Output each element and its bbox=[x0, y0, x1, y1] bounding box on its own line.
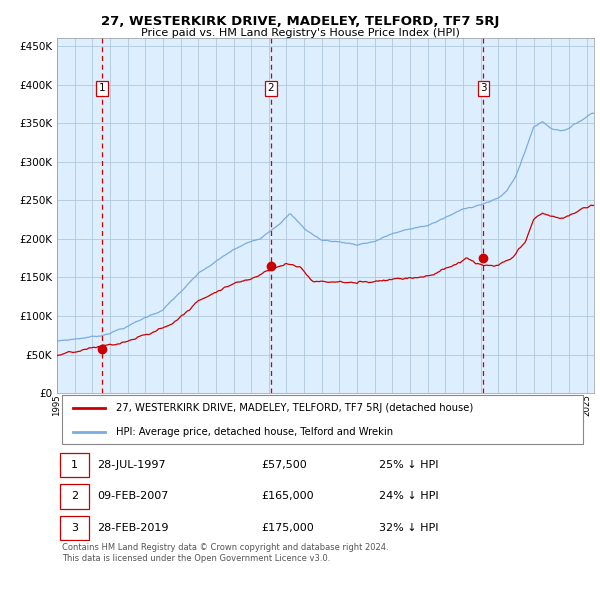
Text: 3: 3 bbox=[480, 83, 487, 93]
Text: £57,500: £57,500 bbox=[261, 460, 307, 470]
Text: £175,000: £175,000 bbox=[261, 523, 314, 533]
Text: 32% ↓ HPI: 32% ↓ HPI bbox=[379, 523, 439, 533]
Text: Price paid vs. HM Land Registry's House Price Index (HPI): Price paid vs. HM Land Registry's House … bbox=[140, 28, 460, 38]
FancyBboxPatch shape bbox=[59, 453, 89, 477]
Text: 2: 2 bbox=[268, 83, 274, 93]
Text: 28-FEB-2019: 28-FEB-2019 bbox=[97, 523, 169, 533]
Text: 28-JUL-1997: 28-JUL-1997 bbox=[97, 460, 166, 470]
Text: 24% ↓ HPI: 24% ↓ HPI bbox=[379, 491, 439, 502]
Text: 1: 1 bbox=[71, 460, 78, 470]
Text: 2: 2 bbox=[71, 491, 78, 502]
Text: 3: 3 bbox=[71, 523, 78, 533]
Text: 09-FEB-2007: 09-FEB-2007 bbox=[97, 491, 169, 502]
Text: Contains HM Land Registry data © Crown copyright and database right 2024.
This d: Contains HM Land Registry data © Crown c… bbox=[62, 543, 389, 563]
Text: HPI: Average price, detached house, Telford and Wrekin: HPI: Average price, detached house, Telf… bbox=[116, 427, 393, 437]
Text: 27, WESTERKIRK DRIVE, MADELEY, TELFORD, TF7 5RJ: 27, WESTERKIRK DRIVE, MADELEY, TELFORD, … bbox=[101, 15, 499, 28]
Text: 1: 1 bbox=[99, 83, 106, 93]
Text: 27, WESTERKIRK DRIVE, MADELEY, TELFORD, TF7 5RJ (detached house): 27, WESTERKIRK DRIVE, MADELEY, TELFORD, … bbox=[116, 403, 473, 413]
Text: 25% ↓ HPI: 25% ↓ HPI bbox=[379, 460, 439, 470]
Text: £165,000: £165,000 bbox=[261, 491, 314, 502]
FancyBboxPatch shape bbox=[59, 484, 89, 509]
FancyBboxPatch shape bbox=[59, 516, 89, 540]
FancyBboxPatch shape bbox=[62, 395, 583, 444]
